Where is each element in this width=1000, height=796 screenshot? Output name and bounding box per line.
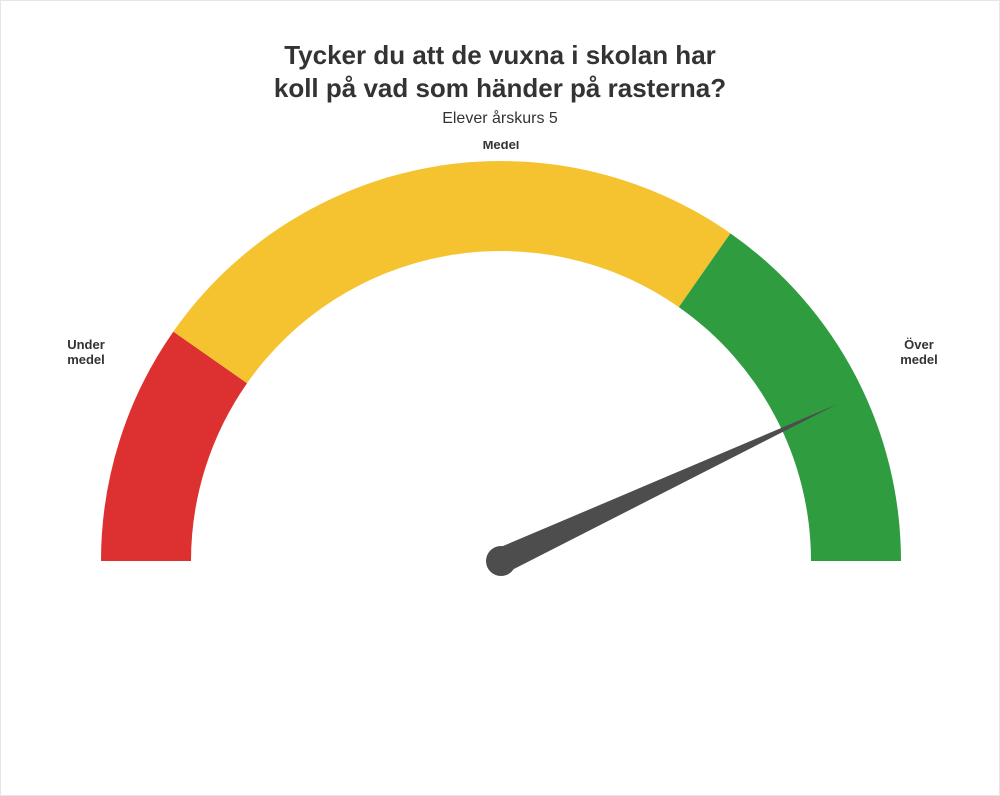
gauge-segment-label-0: Undermedel — [67, 337, 105, 367]
chart-subtitle: Elever årskurs 5 — [1, 110, 999, 128]
gauge-needle — [496, 405, 837, 573]
title-line-1: Tycker du att de vuxna i skolan har — [284, 40, 716, 70]
gauge-hub — [486, 546, 516, 576]
chart-title: Tycker du att de vuxna i skolan har koll… — [1, 39, 999, 104]
chart-frame: Tycker du att de vuxna i skolan har koll… — [0, 0, 1000, 796]
gauge-segment-2 — [679, 233, 901, 561]
gauge-segment-1 — [173, 161, 730, 383]
title-line-2: koll på vad som händer på rasterna? — [274, 73, 726, 103]
gauge-segment-label-1: Medel — [483, 141, 520, 152]
title-block: Tycker du att de vuxna i skolan har koll… — [1, 39, 999, 128]
gauge-chart: Undermedel Medel Övermedel — [1, 141, 999, 781]
gauge-segment-label-2: Övermedel — [900, 337, 938, 367]
